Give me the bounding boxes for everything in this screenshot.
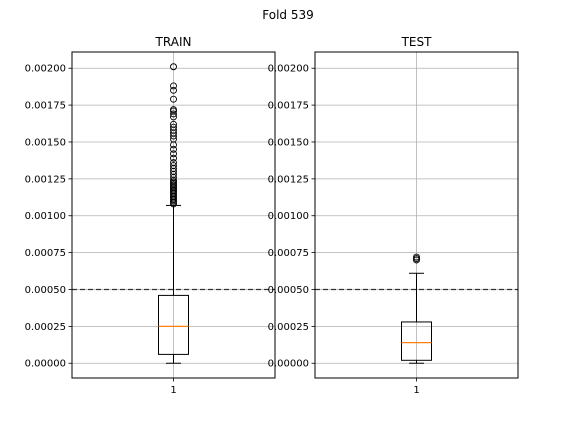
outlier-point — [170, 159, 177, 167]
axes-frame — [71, 51, 276, 379]
outlier-point — [170, 123, 177, 131]
subplot-test: TEST 0.00000 0.00025 0.00050 0.00075 0.00100… — [268, 35, 519, 396]
train-plot-area: 0.00000 0.00025 0.00050 0.00075 0.00100 0.001… — [25, 51, 276, 396]
outlier-point — [170, 110, 177, 118]
subplot-title-train: TRAIN — [155, 35, 192, 49]
y-tick-label: 0.00150 — [268, 137, 309, 148]
y-tick-label: 0.00100 — [268, 211, 309, 222]
y-tick-label: 0.00050 — [25, 285, 66, 296]
axes-frame — [314, 51, 519, 379]
y-tick-label: 0.00150 — [25, 137, 66, 148]
iqr-box — [158, 294, 189, 355]
x-tick-label: 1 — [170, 385, 176, 396]
outlier-point — [170, 150, 177, 158]
outlier-point — [170, 63, 177, 71]
y-tick-label: 0.00075 — [25, 248, 66, 259]
test-plot-area: 0.00000 0.00025 0.00050 0.00075 0.00100 0.001… — [268, 51, 519, 396]
y-tick-label: 0.00000 — [25, 359, 66, 370]
outlier-point — [170, 95, 177, 103]
y-tick-label: 0.00175 — [25, 101, 66, 112]
y-tick-label: 0.00200 — [268, 64, 309, 75]
y-tick-label: 0.00100 — [25, 211, 66, 222]
subplot-train: TRAIN 0.00000 0.00025 0.00050 0.00075 0.0010… — [25, 35, 276, 396]
outlier-point — [413, 253, 420, 261]
y-tick-label: 0.00175 — [268, 101, 309, 112]
y-tick-label: 0.00125 — [268, 174, 309, 185]
outlier-point — [170, 86, 177, 94]
y-tick-label: 0.00025 — [25, 322, 66, 333]
outlier-point — [170, 120, 177, 128]
outlier-point — [170, 145, 177, 153]
y-tick-label: 0.00125 — [25, 174, 66, 185]
subplot-title-test: TEST — [401, 35, 433, 49]
y-tick-label: 0.00050 — [268, 285, 309, 296]
y-tick-label: 0.00200 — [25, 64, 66, 75]
iqr-box — [401, 321, 432, 361]
outlier-point — [170, 106, 177, 113]
y-tick-label: 0.00000 — [268, 359, 309, 370]
y-tick-label: 0.00025 — [268, 322, 309, 333]
outlier-point — [170, 154, 177, 162]
outlier-point — [170, 82, 177, 90]
outlier-point — [170, 162, 177, 170]
figure-title: Fold 539 — [262, 8, 314, 22]
x-tick-label: 1 — [413, 385, 419, 396]
y-tick-label: 0.00075 — [268, 248, 309, 259]
